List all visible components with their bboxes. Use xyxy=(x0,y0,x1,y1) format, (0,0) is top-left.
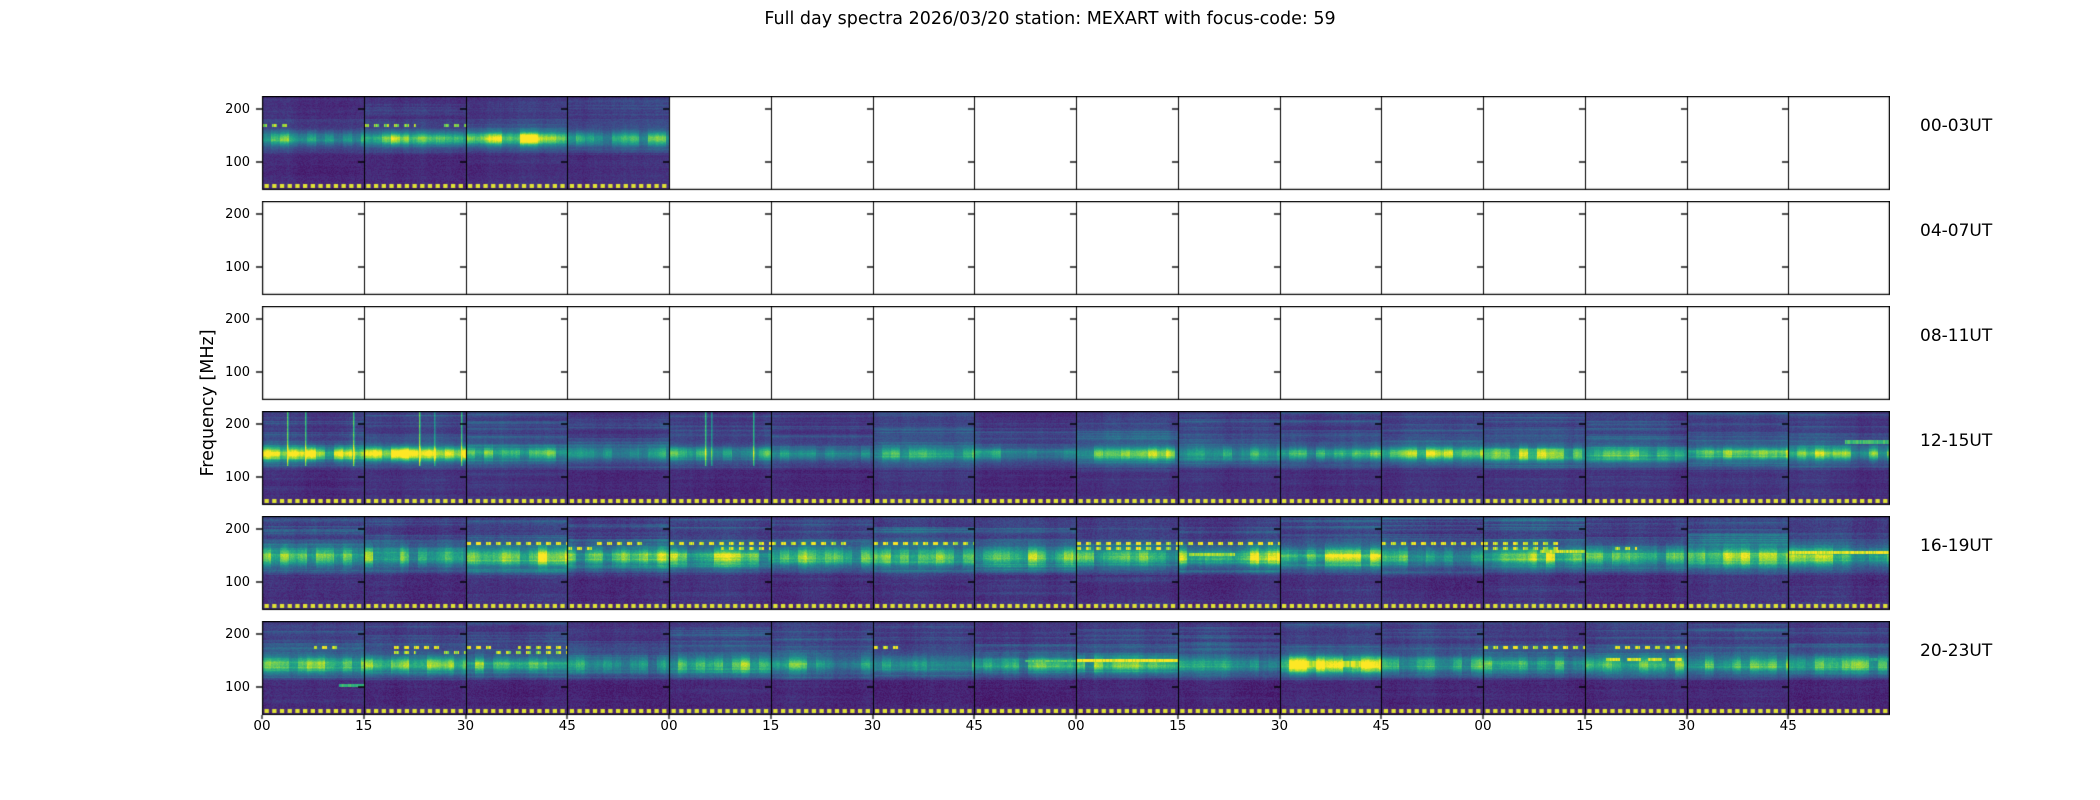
spectrogram-canvas xyxy=(254,201,1890,301)
x-tick-label: 30 xyxy=(456,718,475,734)
y-tick-100: 100 xyxy=(225,155,250,170)
x-tick-label: 15 xyxy=(355,718,373,734)
y-tick-100: 100 xyxy=(225,260,250,275)
y-tick-200: 200 xyxy=(225,102,250,117)
row-label: 20-23UT xyxy=(1920,641,1993,661)
y-tick-200: 200 xyxy=(225,207,250,222)
figure-title: Full day spectra 2026/03/20 station: MEX… xyxy=(764,9,1336,29)
spectrogram-canvas xyxy=(254,621,1890,721)
x-tick-label: 00 xyxy=(1474,718,1492,734)
y-tick-100: 100 xyxy=(225,575,250,590)
x-tick-label: 00 xyxy=(1067,718,1085,734)
x-tick-label: 45 xyxy=(965,718,983,734)
spectra-row-12-15: 200 100 12-15UT xyxy=(0,411,2100,511)
spectra-row-04-07: 200 100 04-07UT xyxy=(0,201,2100,301)
y-tick-200: 200 xyxy=(225,417,250,432)
y-tick-100: 100 xyxy=(225,680,250,695)
spectrogram-canvas xyxy=(254,516,1890,616)
x-tick-label: 45 xyxy=(1372,718,1390,734)
spectra-row-16-19: 200 100 16-19UT xyxy=(0,516,2100,616)
y-tick-200: 200 xyxy=(225,312,250,327)
x-tick-label: 45 xyxy=(558,718,576,734)
x-tick-label: 30 xyxy=(863,718,882,734)
x-tick-label: 15 xyxy=(1169,718,1187,734)
row-label: 16-19UT xyxy=(1920,536,1993,556)
y-tick-200: 200 xyxy=(225,627,250,642)
row-label: 00-03UT xyxy=(1920,116,1993,136)
x-tick-label: 00 xyxy=(253,718,271,734)
spectra-row-00-03: 200 100 00-03UT xyxy=(0,96,2100,196)
y-tick-100: 100 xyxy=(225,470,250,485)
y-tick-100: 100 xyxy=(225,365,250,380)
row-label: 04-07UT xyxy=(1920,221,1993,241)
x-tick-label: 30 xyxy=(1677,718,1696,734)
spectrogram-canvas xyxy=(254,306,1890,406)
x-tick-label: 15 xyxy=(762,718,780,734)
x-tick-label: 00 xyxy=(660,718,678,734)
y-tick-200: 200 xyxy=(225,522,250,537)
x-tick-label: 45 xyxy=(1779,718,1797,734)
spectra-row-20-23: 200 100 20-23UT xyxy=(0,621,2100,721)
spectrogram-canvas xyxy=(254,96,1890,196)
spectrogram-canvas xyxy=(254,411,1890,511)
spectra-row-08-11: 200 100 08-11UT xyxy=(0,306,2100,406)
x-tick-label: 30 xyxy=(1270,718,1289,734)
x-tick-label: 15 xyxy=(1576,718,1594,734)
row-label: 08-11UT xyxy=(1920,326,1993,346)
row-label: 12-15UT xyxy=(1920,431,1993,451)
